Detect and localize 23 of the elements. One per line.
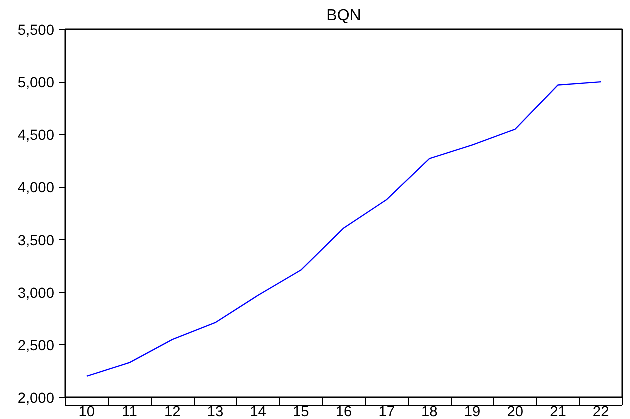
x-tick-label: 19 [464, 404, 481, 419]
x-tick-label: 15 [293, 404, 310, 419]
line-series [86, 81, 602, 378]
x-tick-label: 22 [592, 404, 610, 419]
x-tick-label: 21 [550, 404, 566, 419]
y-tick-label: 3,000 [18, 286, 55, 302]
chart-title: BQN [326, 8, 362, 24]
x-tick-label: 10 [78, 404, 96, 419]
x-tick-label: 13 [207, 404, 224, 419]
x-tick-label: 20 [507, 404, 524, 419]
y-tick-label: 5,000 [18, 76, 55, 92]
x-tick-label: 12 [164, 404, 181, 419]
y-tick-label: 3,500 [18, 233, 55, 250]
x-tick-label: 16 [336, 404, 352, 419]
x-tick-label: 11 [122, 404, 138, 419]
x-tick-label: 17 [378, 404, 396, 419]
y-tick-label: 5,500 [18, 23, 55, 39]
y-tick-label: 4,500 [18, 128, 55, 144]
y-tick-label: 4,000 [18, 180, 55, 197]
x-tick-label: 14 [250, 404, 266, 419]
y-tick-label: 2,000 [18, 391, 55, 407]
x-tick-label: 18 [422, 404, 438, 419]
y-tick-label: 2,500 [18, 338, 55, 354]
